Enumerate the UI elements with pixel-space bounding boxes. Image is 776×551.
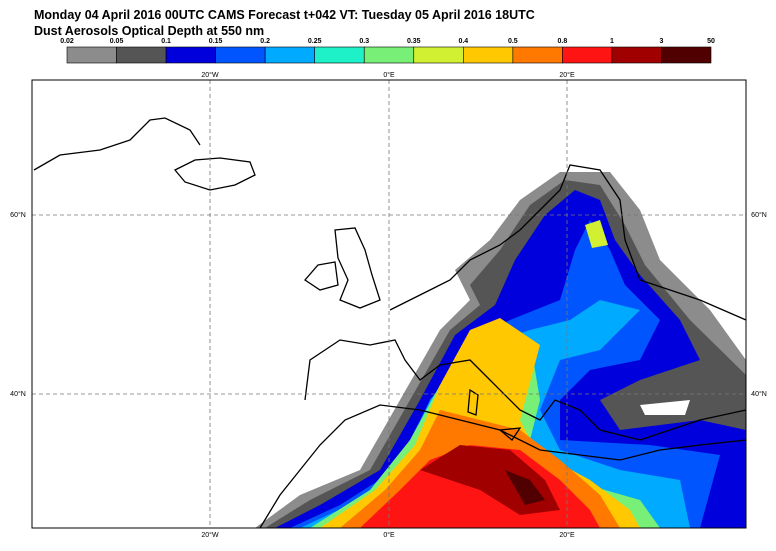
colorbar-label: 3	[660, 38, 664, 45]
colorbar-label: 0.35	[407, 38, 421, 45]
lat-label: 60°N	[751, 211, 767, 219]
map	[33, 117, 746, 528]
colorbar-label: 0.3	[359, 38, 369, 45]
colorbar-label: 0.15	[209, 38, 223, 45]
colorbar-swatch	[611, 46, 662, 64]
lon-label: 20°W	[201, 531, 219, 539]
lon-label: 20°E	[559, 71, 575, 79]
colorbar-label: 0.2	[260, 38, 270, 45]
colorbar-label: 0.05	[110, 38, 124, 45]
subtitle: Dust Aerosols Optical Depth at 550 nm	[34, 24, 264, 38]
lat-label: 60°N	[10, 211, 26, 219]
colorbar-swatch	[66, 46, 117, 64]
coastlines	[33, 117, 746, 528]
colorbar-swatch	[661, 46, 712, 64]
lon-label: 20°W	[201, 71, 219, 79]
colorbar-swatch	[512, 46, 563, 64]
colorbar-swatch	[413, 46, 464, 64]
dust-field	[255, 172, 746, 528]
colorbar-swatch	[116, 46, 167, 64]
colorbar-swatch	[463, 46, 514, 64]
colorbar-swatch	[165, 46, 216, 64]
colorbar-swatch	[314, 46, 365, 64]
colorbar-swatch	[215, 46, 266, 64]
colorbar-swatch	[363, 46, 415, 64]
colorbar-label: 50	[707, 38, 715, 45]
colorbar: 0.02 0.05 0.1 0.15 0.2 0.25 0.3 0.35 0.4 0.5 0.8 1 3…	[60, 38, 715, 64]
graticule	[32, 80, 746, 528]
colorbar-swatch	[264, 46, 315, 64]
lon-label: 0°E	[383, 531, 395, 539]
colorbar-label: 0.1	[161, 38, 171, 45]
colorbar-label: 0.02	[60, 38, 74, 45]
colorbar-label: 0.8	[558, 38, 568, 45]
map-frame	[31, 79, 747, 529]
colorbar-label: 0.5	[508, 38, 518, 45]
lon-label: 0°E	[383, 71, 395, 79]
title: Monday 04 April 2016 00UTC CAMS Forecast…	[34, 8, 535, 22]
lon-label: 20°E	[559, 531, 575, 539]
lat-label: 40°N	[10, 390, 26, 398]
colorbar-label: 0.4	[458, 38, 468, 45]
colorbar-swatch	[562, 46, 613, 64]
lat-label: 40°N	[751, 390, 767, 398]
colorbar-label: 0.25	[308, 38, 322, 45]
colorbar-label: 1	[610, 38, 614, 45]
